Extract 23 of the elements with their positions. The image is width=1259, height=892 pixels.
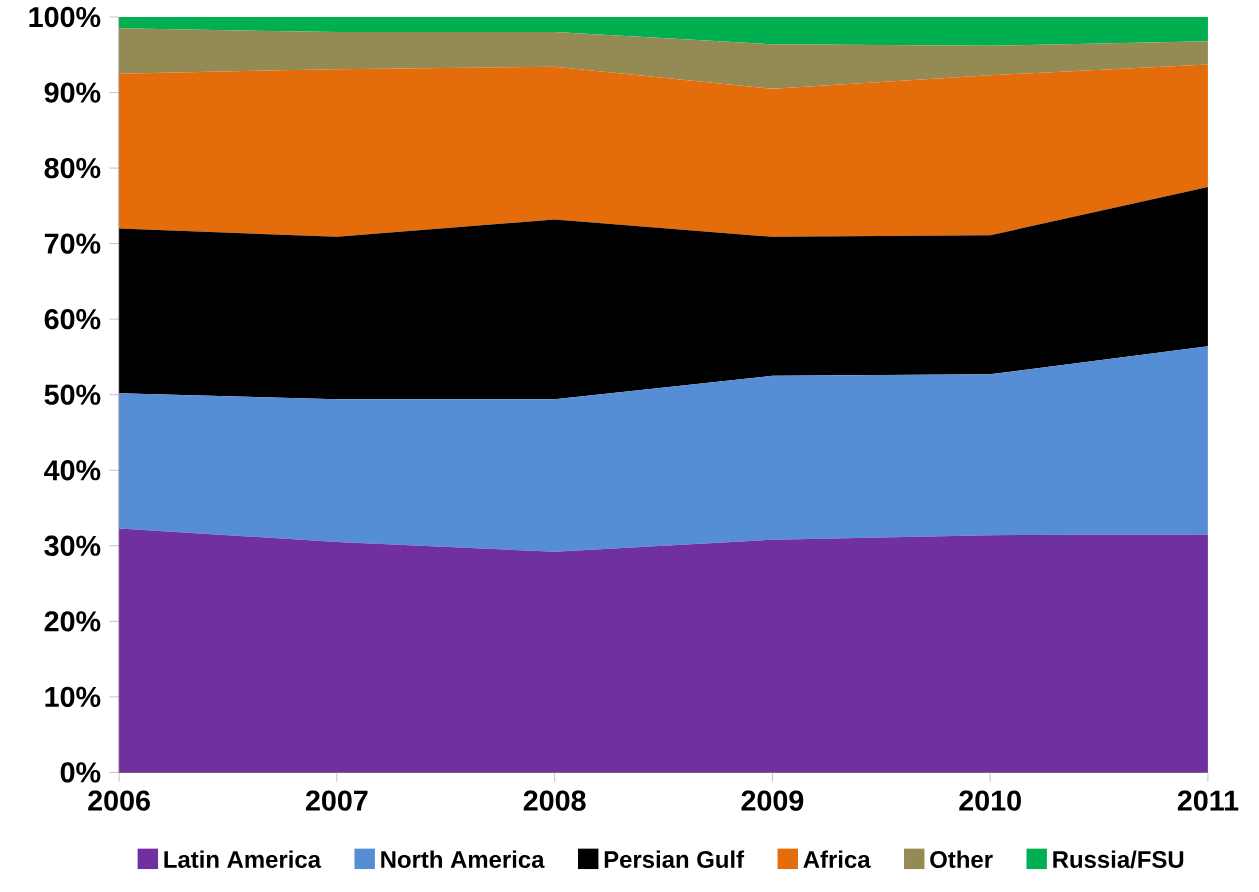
legend-label: Other: [930, 850, 993, 869]
legend-label: North America: [381, 850, 545, 869]
x-tick-label: 2008: [523, 790, 586, 811]
x-tick-label: 2009: [741, 790, 804, 811]
y-tick-label: 70%: [44, 233, 101, 255]
y-tick-label: 40%: [44, 460, 101, 481]
y-tick-label: 60%: [44, 309, 101, 330]
y-tick-label: 50%: [44, 384, 101, 406]
x-tick-label: 2007: [305, 790, 368, 811]
y-tick-label: 20%: [44, 611, 101, 632]
legend-label: Persian Gulf: [604, 850, 745, 869]
x-tick-label: 2011: [1177, 790, 1239, 811]
y-tick-label: 30%: [44, 535, 101, 557]
y-tick-label: 80%: [44, 158, 101, 179]
y-tick-label: 90%: [44, 82, 101, 103]
legend-label: Latin America: [164, 850, 322, 869]
x-tick-label: 2010: [959, 790, 1021, 811]
legend-label: Russia/FSU: [1053, 850, 1184, 869]
y-tick-label: 0%: [60, 762, 101, 783]
y-tick-label: 10%: [45, 686, 101, 708]
y-tick-label: 100%: [29, 7, 101, 28]
x-tick-label: 2006: [88, 790, 150, 811]
legend-label: Africa: [803, 850, 871, 869]
